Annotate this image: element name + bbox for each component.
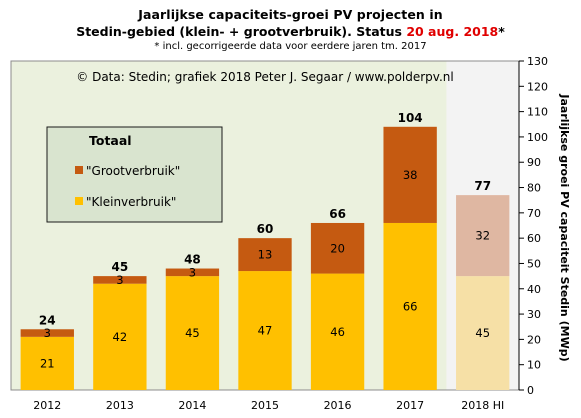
- x-tick-label-2015: 2015: [251, 399, 279, 412]
- y-tick-label-90: 90: [527, 156, 541, 169]
- total-label-2016: 66: [329, 207, 346, 221]
- y-tick-label-80: 80: [527, 182, 541, 195]
- legend-box: [46, 126, 223, 223]
- legend-label-kleinverbruik: "Kleinverbruik": [86, 195, 176, 209]
- data-label-groot-2016: 20: [330, 241, 345, 255]
- bar-klein-2016: [310, 273, 365, 390]
- data-label-klein-2017: 66: [403, 299, 418, 313]
- bar-klein-2014: [165, 276, 220, 390]
- data-label-klein-2018 HI: 45: [475, 326, 490, 340]
- y-tick-label-120: 120: [527, 80, 548, 93]
- legend-title: Totaal: [89, 133, 132, 148]
- bar-klein-2012: [20, 336, 74, 390]
- legend-swatch-kleinverbruik: [75, 197, 83, 205]
- y-tick-label-20: 20: [527, 333, 541, 346]
- data-label-klein-2013: 42: [113, 330, 128, 344]
- bar-klein-2013: [93, 283, 147, 390]
- data-label-groot-2018 HI: 32: [475, 229, 490, 243]
- bar-groot-2015: [238, 238, 292, 272]
- x-tick-label-2014: 2014: [178, 399, 206, 412]
- y-tick-label-100: 100: [527, 131, 548, 144]
- data-label-klein-2012: 21: [40, 356, 55, 370]
- chart-credit: © Data: Stedin; grafiek 2018 Peter J. Se…: [76, 70, 453, 84]
- bar-groot-2012: [20, 329, 74, 337]
- total-label-2012: 24: [39, 313, 56, 327]
- bar-groot-2018 HI: [456, 195, 510, 277]
- data-label-klein-2014: 45: [185, 326, 200, 340]
- bar-groot-2013: [93, 276, 147, 284]
- x-tick-label-2012: 2012: [33, 399, 61, 412]
- legend-label-grootverbruik: "Grootverbruik": [86, 164, 180, 178]
- bar-groot-2014: [165, 268, 220, 277]
- y-tick-label-70: 70: [527, 207, 541, 220]
- title-status-date: 20 aug. 2018: [406, 24, 499, 39]
- title-footnote: * incl. gecorrigeerde data voor eerdere …: [154, 41, 427, 52]
- y-tick-label-60: 60: [527, 232, 541, 245]
- data-label-groot-2015: 13: [258, 248, 273, 262]
- title-line-2-main: Stedin-gebied (klein- + grootverbruik). …: [76, 24, 407, 39]
- bar-klein-2018 HI: [456, 276, 510, 390]
- y-tick-label-130: 130: [527, 55, 548, 68]
- y-axis-label: Jaarlijkse groei PV capaciteit Stedin (M…: [558, 93, 571, 361]
- y-tick-label-10: 10: [527, 359, 541, 372]
- x-tick-label-2013: 2013: [106, 399, 134, 412]
- y-tick-label-40: 40: [527, 283, 541, 296]
- x-tick-label-2016: 2016: [324, 399, 352, 412]
- bar-groot-2017: [383, 126, 437, 223]
- data-label-klein-2016: 46: [330, 325, 345, 339]
- y-axis: 0 10 20 30 40 50 60 70 80 90 100 110 120 130: [518, 55, 548, 397]
- total-label-2014: 48: [184, 253, 201, 267]
- title-star: *: [498, 24, 505, 39]
- y-tick-label-0: 0: [527, 384, 534, 397]
- total-label-2017: 104: [398, 111, 423, 125]
- legend-swatch-grootverbruik: [75, 166, 83, 174]
- x-tick-label-2017: 2017: [396, 399, 424, 412]
- title-line-2: Stedin-gebied (klein- + grootverbruik). …: [0, 24, 581, 39]
- total-label-2018 HI: 77: [474, 179, 491, 193]
- data-label-groot-2017: 38: [403, 168, 418, 182]
- x-axis-labels: 2012 2013 2014 2015 2016 2017 2018 HI: [33, 399, 504, 412]
- data-label-groot-2012: 3: [44, 326, 51, 340]
- y-tick-label-50: 50: [527, 257, 541, 270]
- bar-klein-2015: [238, 271, 292, 390]
- total-label-2013: 45: [112, 260, 129, 274]
- title-line-1: Jaarlijkse capaciteits-groei PV projecte…: [138, 7, 443, 22]
- bar-groot-2016: [310, 222, 365, 274]
- bar-klein-2017: [383, 222, 437, 390]
- y-tick-label-110: 110: [527, 106, 548, 119]
- total-label-2015: 60: [257, 222, 274, 236]
- x-tick-label-2018 HI: 2018 HI: [461, 399, 504, 412]
- legend: Totaal "Grootverbruik" "Kleinverbruik": [46, 126, 223, 223]
- data-label-groot-2014: 3: [189, 265, 196, 279]
- data-label-groot-2013: 3: [116, 273, 123, 287]
- data-label-klein-2015: 47: [258, 324, 273, 338]
- y-tick-label-30: 30: [527, 308, 541, 321]
